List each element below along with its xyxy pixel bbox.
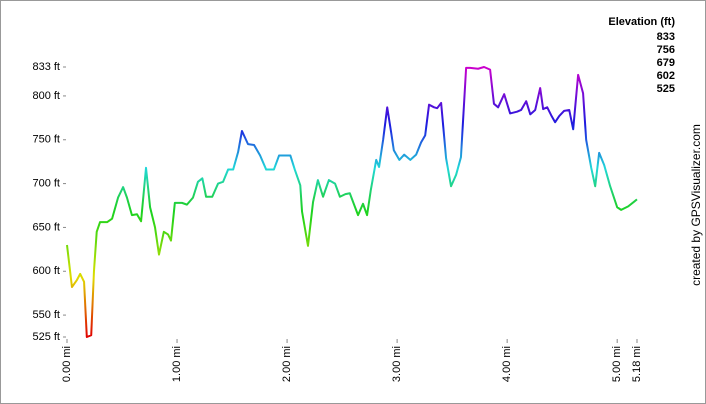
x-tick-label: 0.00 mi — [61, 346, 73, 382]
x-tick-label: 5.18 mi — [631, 346, 643, 382]
x-tick-label: 5.00 mi — [611, 346, 623, 382]
x-tick-label: 3.00 mi — [391, 346, 403, 382]
legend-value: 756 — [657, 44, 675, 56]
y-tick-label: 600 ft — [32, 265, 60, 277]
x-tick-label: 1.00 mi — [171, 346, 183, 382]
y-tick-label: 650 ft — [32, 221, 60, 233]
y-tick-label: 700 ft — [32, 177, 60, 189]
y-tick-label: 833 ft — [32, 61, 60, 73]
legend-value: 602 — [657, 70, 675, 82]
legend-title: Elevation (ft) — [608, 16, 675, 28]
x-tick-label: 4.00 mi — [501, 346, 513, 382]
y-tick-label: 750 ft — [32, 134, 60, 146]
legend-value: 833 — [657, 31, 675, 43]
legend-value: 679 — [657, 57, 675, 69]
x-tick-label: 2.00 mi — [281, 346, 293, 382]
elevation-line — [66, 66, 638, 338]
y-tick-label: 550 ft — [32, 309, 60, 321]
y-tick-label: 800 ft — [32, 90, 60, 102]
legend-value: 525 — [657, 83, 675, 95]
annotation: created by GPSVisualizer.com — [689, 124, 703, 286]
y-tick-label: 525 ft — [32, 331, 60, 343]
